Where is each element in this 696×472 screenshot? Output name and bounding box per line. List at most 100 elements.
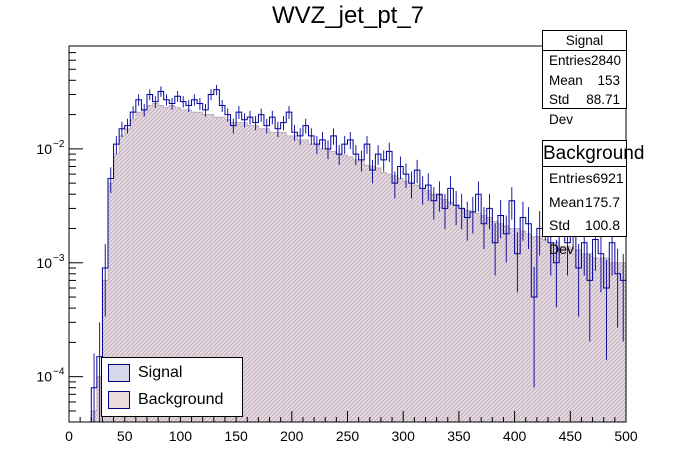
y-tick-label-exponent: −2 bbox=[53, 139, 65, 150]
background-bar bbox=[236, 122, 242, 423]
background-bar bbox=[158, 105, 164, 423]
axes: 0 50 100 150 200 250 300 350 400 450 50010−410−310… bbox=[36, 45, 638, 444]
background-bar bbox=[375, 167, 381, 422]
background-bar bbox=[564, 246, 571, 422]
background-bar bbox=[369, 166, 376, 422]
background-bar bbox=[425, 190, 432, 422]
background-stats-box: Background Entries 6921 Mean 175.7 Std D… bbox=[542, 140, 644, 257]
x-tick-label: 200 bbox=[280, 428, 304, 444]
signal-entries-row: Entries 2840 bbox=[543, 51, 626, 71]
background-bar bbox=[286, 135, 292, 422]
background-bar bbox=[102, 280, 108, 422]
background-bar bbox=[492, 221, 498, 422]
background-bar bbox=[297, 139, 303, 422]
background-bar bbox=[330, 151, 337, 423]
background-bar bbox=[470, 211, 476, 422]
background-bar bbox=[163, 107, 170, 422]
y-tick-label-base: 10 bbox=[36, 255, 52, 271]
entries-label: Entries bbox=[549, 53, 592, 68]
background-bar bbox=[392, 175, 398, 422]
x-tick-label: 50 bbox=[117, 428, 133, 444]
signal-stats-title: Signal bbox=[543, 31, 626, 51]
legend-label-background: Background bbox=[138, 391, 224, 408]
background-bar bbox=[431, 194, 437, 422]
legend-item-background: Background bbox=[108, 391, 223, 409]
y-tick-label-base: 10 bbox=[36, 369, 52, 385]
legend: Signal Background bbox=[101, 357, 243, 417]
legend-swatch-signal bbox=[108, 364, 130, 382]
legend-item-signal: Signal bbox=[108, 364, 182, 382]
background-bar bbox=[208, 114, 214, 423]
background-bar bbox=[464, 210, 471, 422]
background-bar bbox=[180, 109, 186, 423]
background-bar bbox=[252, 125, 259, 423]
background-bar bbox=[614, 262, 621, 422]
background-bar bbox=[119, 135, 125, 422]
background-bar bbox=[202, 114, 209, 423]
background-bar bbox=[263, 128, 270, 422]
background-bar bbox=[542, 239, 549, 422]
background-bar bbox=[241, 122, 248, 423]
background-bar bbox=[325, 148, 331, 422]
background-bar bbox=[219, 117, 225, 422]
background-bar bbox=[107, 183, 114, 422]
background-bar bbox=[302, 139, 309, 422]
background-bar bbox=[141, 109, 147, 423]
mean-label: Mean bbox=[549, 72, 583, 88]
background-bar bbox=[169, 105, 175, 423]
background-bar bbox=[353, 159, 359, 422]
background-bar bbox=[213, 117, 220, 422]
x-tick-label: 500 bbox=[614, 428, 638, 444]
background-bar bbox=[152, 103, 159, 423]
background-bar bbox=[135, 112, 142, 423]
x-tick-label: 350 bbox=[447, 428, 471, 444]
signal-histogram bbox=[90, 89, 626, 422]
background-bar bbox=[475, 213, 482, 422]
y-tick-label-exponent: −3 bbox=[53, 253, 65, 264]
background-bar bbox=[548, 242, 554, 422]
signal-entries-value: 2840 bbox=[591, 53, 622, 68]
background-bar bbox=[581, 253, 588, 422]
x-tick-label: 0 bbox=[65, 428, 73, 444]
background-bar bbox=[486, 217, 493, 422]
background-bar bbox=[280, 132, 287, 422]
background-mean-value: 175.7 bbox=[584, 193, 620, 210]
x-tick-label: 150 bbox=[224, 428, 248, 444]
background-bar bbox=[191, 112, 198, 423]
signal-mean-value: 153 bbox=[597, 72, 620, 88]
background-bar bbox=[380, 172, 387, 422]
y-tick-label-base: 10 bbox=[36, 141, 52, 157]
background-bar bbox=[458, 208, 465, 422]
background-bar bbox=[230, 122, 237, 423]
background-bar bbox=[481, 215, 487, 422]
x-tick-label: 250 bbox=[336, 428, 360, 444]
background-bar bbox=[520, 231, 526, 422]
background-bar bbox=[509, 228, 515, 422]
background-histogram bbox=[90, 103, 626, 423]
chart-title: WVZ_jet_pt_7 bbox=[271, 2, 425, 29]
background-bar bbox=[319, 148, 326, 422]
background-bar bbox=[258, 128, 264, 422]
background-bar bbox=[609, 262, 615, 422]
signal-stats-box: Signal Entries 2840 Mean 153 Std Dev 88.… bbox=[542, 30, 627, 127]
background-bar bbox=[497, 223, 504, 422]
background-bar bbox=[503, 226, 510, 422]
background-stats-title: Background bbox=[543, 141, 644, 167]
stddev-label: Std Dev bbox=[549, 92, 574, 127]
background-bar bbox=[314, 144, 320, 422]
x-tick-label: 100 bbox=[169, 428, 193, 444]
background-bar bbox=[347, 156, 354, 422]
background-bar bbox=[386, 174, 393, 422]
background-bar bbox=[620, 262, 626, 422]
background-bar bbox=[598, 258, 604, 422]
stddev-label: Std Dev bbox=[549, 217, 574, 257]
background-bar bbox=[224, 119, 231, 422]
background-bar bbox=[514, 228, 521, 422]
background-bar bbox=[113, 154, 120, 422]
signal-stddev-row: Std Dev 88.71 bbox=[543, 90, 626, 127]
background-bar bbox=[570, 249, 576, 422]
mean-label: Mean bbox=[549, 193, 585, 210]
background-bar bbox=[336, 154, 342, 422]
background-bar bbox=[575, 249, 582, 422]
x-tick-label: 300 bbox=[392, 428, 416, 444]
